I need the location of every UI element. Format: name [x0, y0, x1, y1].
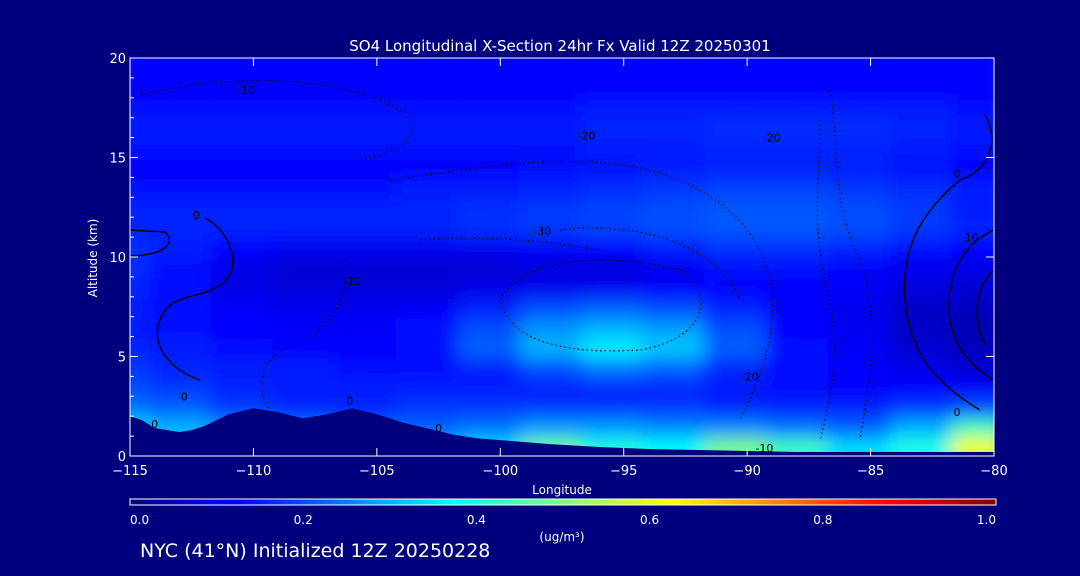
contour-label: 0: [193, 209, 200, 222]
y-tick-label: 10: [109, 251, 126, 266]
contour-line-dotted: [261, 259, 347, 411]
colorbar-tick-label: 0.0: [130, 513, 149, 527]
footer-caption: NYC (41°N) Initialized 12Z 20250228: [140, 540, 491, 562]
colorbar-tick-label: 0.6: [640, 513, 659, 527]
x-tick-label: −110: [236, 464, 272, 479]
y-tick-label: 5: [118, 351, 126, 366]
contour-label: 10: [965, 231, 979, 244]
colorbar: [129, 498, 997, 506]
x-tick-label: −95: [610, 464, 637, 479]
x-axis: −115 −110 −105 −100 −95 −90 −85 −80: [112, 58, 1008, 479]
contour-label: 0: [435, 422, 442, 435]
chart-title: SO4 Longitudinal X-Section 24hr Fx Valid…: [349, 37, 770, 55]
colorbar-ticks: 0.0 0.2 0.4 0.6 0.8 1.0: [130, 513, 996, 527]
colorbar-tick-label: 0.4: [467, 513, 486, 527]
concentration-field: [130, 58, 994, 456]
y-tick-label: 0: [118, 450, 126, 465]
terrain-mask: [130, 408, 994, 456]
contour-line-solid: [130, 229, 170, 257]
x-tick-label: −85: [857, 464, 884, 479]
contour-line-dotted: [389, 160, 774, 421]
contour-label: -10: [343, 275, 361, 288]
x-tick-label: −100: [482, 464, 518, 479]
contour-line-solid: [948, 229, 994, 381]
contour-lines: [130, 80, 994, 441]
contour-line-solid: [903, 114, 993, 411]
x-axis-label: Longitude: [532, 483, 592, 497]
colorbar-tick-label: 0.8: [813, 513, 832, 527]
contour-line-dotted: [419, 237, 601, 251]
contour-line-dotted: [499, 259, 702, 352]
contour-label: -20: [763, 132, 781, 145]
contour-line-dotted: [139, 80, 413, 161]
contour-label: -10: [755, 442, 773, 455]
x-tick-label: −80: [980, 464, 1007, 479]
contour-line-dotted: [559, 227, 741, 301]
y-tick-label: 20: [109, 52, 126, 67]
contour-label: -30: [533, 225, 551, 238]
x-tick-label: −105: [359, 464, 395, 479]
y-axis-label: Altitude (km): [86, 219, 100, 298]
colorbar-tick-label: 0.2: [294, 513, 313, 527]
colorbar-tick-label: 1.0: [977, 513, 996, 527]
contour-line-dotted: [816, 119, 835, 441]
contour-label: -20: [741, 370, 759, 383]
y-axis: 0 5 10 15 20: [109, 52, 994, 465]
y-tick-label: 15: [109, 152, 126, 167]
contour-label: 0: [181, 390, 188, 403]
contour-line-solid: [156, 217, 234, 381]
contour-line-solid: [976, 269, 994, 346]
x-tick-label: −115: [112, 464, 148, 479]
contour-label: -20: [578, 130, 596, 143]
x-tick-label: −90: [733, 464, 760, 479]
contour-label: -10: [237, 84, 255, 97]
field-cell: [951, 58, 994, 80]
contour-label-group: -10 -20 -20 0 -30 -10 0 10 -20 0 0 0 0 0 -10: [151, 84, 979, 455]
contour-label: 0: [151, 418, 158, 431]
colorbar-unit-label: (ug/m³): [539, 530, 584, 544]
contour-label: 0: [953, 406, 960, 419]
contour-label: 0: [953, 167, 960, 180]
contour-label: 0: [346, 394, 353, 407]
